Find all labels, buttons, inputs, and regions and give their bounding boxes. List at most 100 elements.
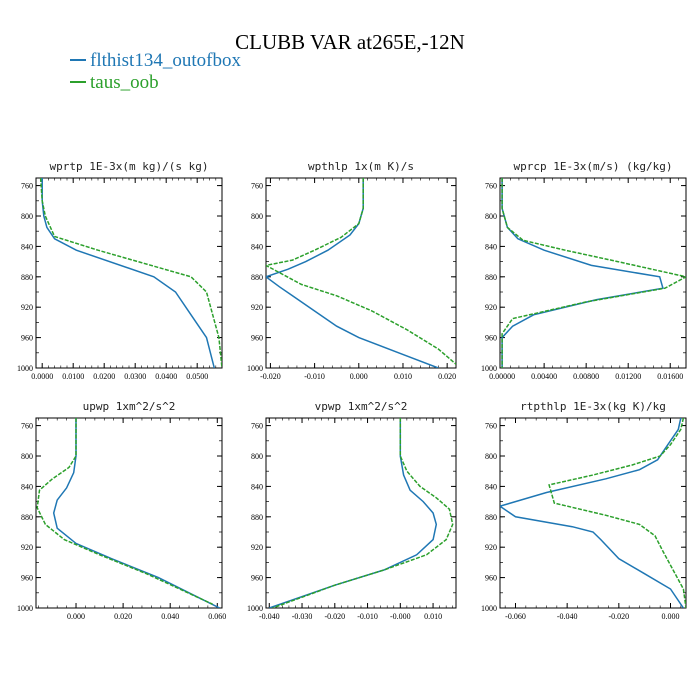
panel-title: vpwp 1xm^2/s^2 xyxy=(315,400,408,413)
x-tick-label: 0.020 xyxy=(114,612,132,621)
series-line-flthist134_outofbox xyxy=(266,178,439,368)
y-tick-label: 960 xyxy=(485,334,497,343)
series-line-flthist134_outofbox xyxy=(500,418,685,608)
y-tick-label: 1000 xyxy=(17,604,33,613)
legend-line-icon xyxy=(70,59,86,62)
y-tick-label: 840 xyxy=(251,242,263,251)
series-line-taus_oob xyxy=(36,418,213,605)
y-tick-label: 800 xyxy=(251,452,263,461)
y-tick-label: 920 xyxy=(251,303,263,312)
series-line-flthist134_outofbox xyxy=(269,418,438,608)
x-tick-label: -0.040 xyxy=(259,612,280,621)
y-tick-label: 760 xyxy=(251,422,263,431)
y-tick-label: 800 xyxy=(21,452,33,461)
x-tick-label: -0.010 xyxy=(357,612,378,621)
y-tick-label: 1000 xyxy=(17,364,33,373)
x-tick-label: 0.0000 xyxy=(31,372,53,381)
y-tick-label: 760 xyxy=(485,422,497,431)
y-tick-label: 880 xyxy=(251,273,263,282)
y-tick-label: 920 xyxy=(21,543,33,552)
series-line-flthist134_outofbox xyxy=(52,418,220,608)
panel-title: wprtp 1E-3x(m kg)/(s kg) xyxy=(50,160,209,173)
x-tick-label: 0.000 xyxy=(67,612,85,621)
x-tick-label: 0.040 xyxy=(161,612,179,621)
x-tick-label: -0.010 xyxy=(304,372,325,381)
y-tick-label: 800 xyxy=(21,212,33,221)
x-tick-label: 0.00400 xyxy=(531,372,557,381)
panel-title: rtpthlp 1E-3x(kg K)/kg xyxy=(520,400,666,413)
plot-frame xyxy=(499,177,687,369)
y-tick-label: 880 xyxy=(485,513,497,522)
x-tick-label: 0.000 xyxy=(350,372,368,381)
series-line-taus_oob xyxy=(548,418,686,608)
chart-panel-4: upwp 1xm^2/s^2 760 800 840 880 920 960 1000 0.00… xyxy=(17,400,226,621)
legend-label: taus_oob xyxy=(90,72,159,93)
plot-frame xyxy=(35,417,223,609)
plot-frame xyxy=(265,417,457,609)
x-tick-label: -0.020 xyxy=(608,612,629,621)
legend-line-icon xyxy=(70,81,86,84)
chart-panel-3: wprcp 1E-3x(m/s) (kg/kg) 760 800 840 880 920 9… xyxy=(481,160,687,381)
y-tick-label: 1000 xyxy=(481,364,497,373)
y-tick-label: 880 xyxy=(485,273,497,282)
y-tick-label: 760 xyxy=(485,182,497,191)
y-tick-label: 1000 xyxy=(481,604,497,613)
y-tick-label: 760 xyxy=(251,182,263,191)
plot-frame xyxy=(499,417,687,609)
y-tick-label: 960 xyxy=(21,334,33,343)
y-tick-label: 880 xyxy=(251,513,263,522)
x-tick-label: -0.060 xyxy=(505,612,526,621)
x-tick-label: 0.0400 xyxy=(155,372,177,381)
legend-entry-flthist134: flthist134_outofbox xyxy=(70,50,241,72)
y-tick-label: 840 xyxy=(21,242,33,251)
panel-title: upwp 1xm^2/s^2 xyxy=(83,400,176,413)
series-line-taus_oob xyxy=(39,178,222,368)
legend-label: flthist134_outofbox xyxy=(90,50,241,71)
x-tick-label: 0.0200 xyxy=(93,372,115,381)
y-tick-label: 1000 xyxy=(247,604,263,613)
y-tick-label: 960 xyxy=(251,574,263,583)
panel-title: wpthlp 1x(m K)/s xyxy=(308,160,414,173)
x-tick-label: -0.020 xyxy=(324,612,345,621)
x-tick-label: 0.00000 xyxy=(489,372,515,381)
x-tick-label: -0.020 xyxy=(260,372,281,381)
chart-panel-2: wpthlp 1x(m K)/s7608008408809209601000-0… xyxy=(247,160,457,381)
y-tick-label: 800 xyxy=(485,452,497,461)
legend-entry-taus-oob: taus_oob xyxy=(70,72,159,94)
y-tick-label: 880 xyxy=(21,513,33,522)
x-tick-label: 0.00800 xyxy=(573,372,599,381)
y-tick-label: 840 xyxy=(251,482,263,491)
y-tick-label: 920 xyxy=(485,543,497,552)
y-tick-label: 920 xyxy=(21,303,33,312)
y-tick-label: 960 xyxy=(485,574,497,583)
x-tick-label: 0.010 xyxy=(394,372,412,381)
chart-panel-6: rtpthlp 1E-3x(kg K)/kg 760 800 840 880 920 960… xyxy=(481,400,687,621)
series-line-taus_oob xyxy=(501,178,686,368)
x-tick-label: 0.060 xyxy=(208,612,226,621)
figure-title: CLUBB VAR at265E,-12N xyxy=(235,30,465,54)
x-tick-label: 0.020 xyxy=(438,372,456,381)
series-line-taus_oob xyxy=(272,418,454,608)
series-line-taus_oob xyxy=(266,178,456,365)
x-tick-label: 0.0300 xyxy=(124,372,146,381)
y-tick-label: 840 xyxy=(485,242,497,251)
x-tick-label: 0.01600 xyxy=(657,372,683,381)
x-tick-label: 0.01200 xyxy=(615,372,641,381)
y-tick-label: 760 xyxy=(21,182,33,191)
chart-panel-5: vpwp 1xm^2/s^27608008408809209601000-0.0… xyxy=(247,400,457,621)
y-tick-label: 960 xyxy=(21,574,33,583)
chart-panel-1: wprtp 1E-3x(m kg)/(s kg) 760 800 840 880 920 9… xyxy=(17,160,223,381)
y-tick-label: 800 xyxy=(251,212,263,221)
x-tick-label: -0.030 xyxy=(292,612,313,621)
y-tick-label: 920 xyxy=(485,303,497,312)
y-tick-label: 880 xyxy=(21,273,33,282)
y-tick-label: 760 xyxy=(21,422,33,431)
y-tick-label: 960 xyxy=(251,334,263,343)
x-tick-label: 0.0100 xyxy=(62,372,84,381)
y-tick-label: 920 xyxy=(251,543,263,552)
plot-frame xyxy=(35,177,223,369)
series-line-flthist134_outofbox xyxy=(41,178,216,368)
plot-frame xyxy=(265,177,457,369)
y-tick-label: 840 xyxy=(485,482,497,491)
